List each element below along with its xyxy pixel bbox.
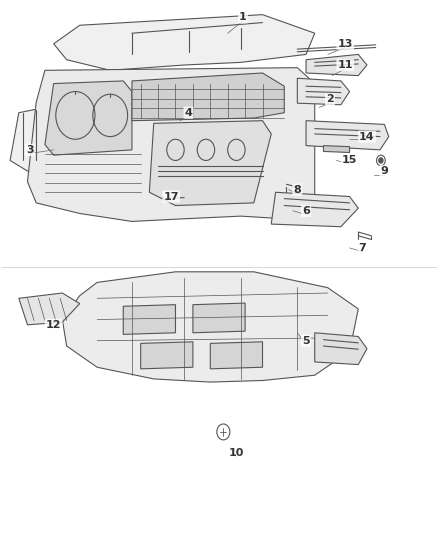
Text: 6: 6: [302, 206, 310, 216]
Text: 15: 15: [342, 156, 357, 165]
Text: 14: 14: [359, 132, 375, 142]
Polygon shape: [297, 78, 350, 105]
Text: 8: 8: [293, 184, 301, 195]
Polygon shape: [62, 272, 358, 382]
Text: 7: 7: [359, 243, 367, 253]
Text: 3: 3: [26, 145, 33, 155]
Polygon shape: [28, 68, 315, 221]
Polygon shape: [271, 192, 358, 227]
Text: 11: 11: [337, 60, 353, 70]
Polygon shape: [149, 120, 271, 206]
Polygon shape: [132, 73, 284, 120]
Text: 1: 1: [239, 12, 247, 22]
Text: 13: 13: [338, 39, 353, 49]
Circle shape: [379, 158, 383, 163]
Polygon shape: [19, 293, 80, 325]
Polygon shape: [123, 305, 176, 334]
Text: 2: 2: [326, 94, 334, 104]
Text: 12: 12: [46, 320, 61, 330]
Text: 9: 9: [381, 166, 389, 176]
Polygon shape: [323, 146, 350, 152]
Text: 4: 4: [184, 108, 192, 118]
Polygon shape: [45, 81, 132, 155]
Polygon shape: [306, 120, 389, 150]
Polygon shape: [306, 54, 367, 76]
Polygon shape: [210, 342, 262, 369]
Text: 17: 17: [163, 191, 179, 201]
Polygon shape: [193, 303, 245, 333]
Polygon shape: [10, 108, 53, 171]
Text: 10: 10: [229, 448, 244, 458]
Polygon shape: [315, 333, 367, 365]
Polygon shape: [141, 342, 193, 369]
Polygon shape: [53, 14, 315, 70]
Text: 5: 5: [302, 336, 310, 346]
